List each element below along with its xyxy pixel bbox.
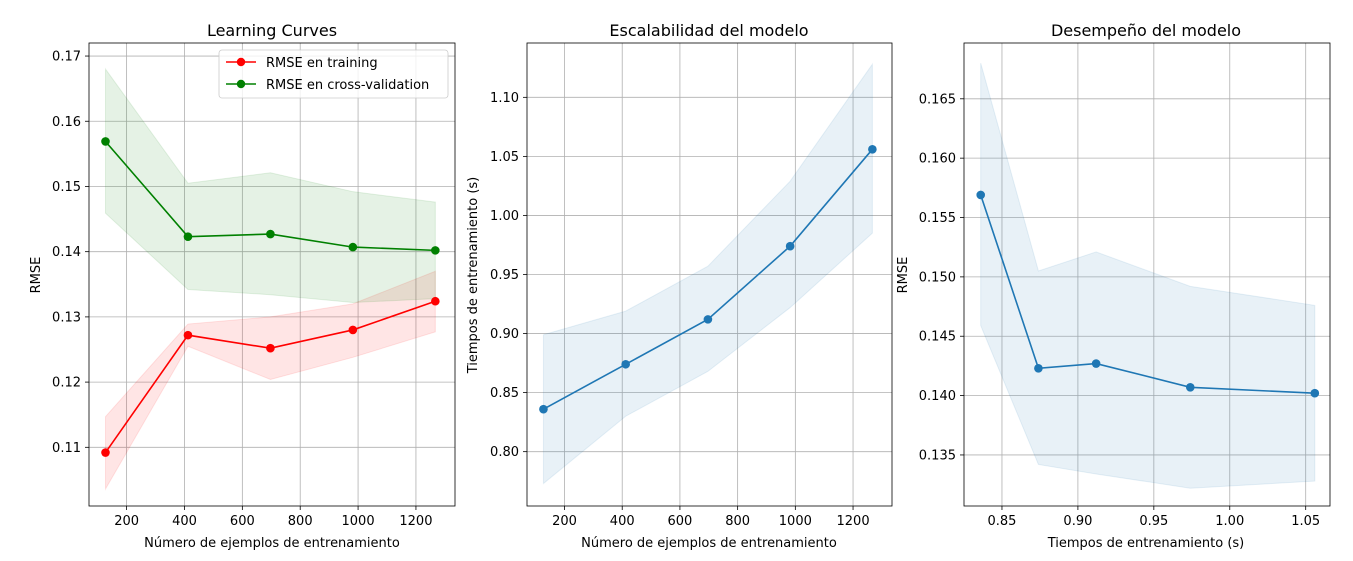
legend-label-cross-validation: RMSE en cross-validation: [266, 78, 429, 93]
x-tick-label: 400: [172, 514, 197, 529]
y-ticks: 0.80 0.85 0.90 0.95 1.00 1.05 1.10: [490, 91, 527, 460]
y-tick-label: 0.90: [490, 327, 519, 342]
legend-label-training: RMSE en training: [266, 56, 378, 71]
y-tick-label: 0.160: [919, 152, 956, 167]
y-tick-label: 0.13: [52, 310, 81, 325]
x-tick-label: 0.95: [1139, 514, 1168, 529]
x-tick-label: 400: [610, 514, 635, 529]
legend-box: [218, 49, 449, 99]
x-axis-label: Número de ejemplos de entrenamiento: [144, 536, 400, 551]
data-point: [976, 190, 986, 200]
y-tick-label: 0.12: [52, 376, 81, 391]
y-axis-label: RMSE: [896, 257, 911, 294]
chart-title: Desempeño del modelo: [1051, 21, 1241, 40]
scalability-panel: Escalabilidad del modelo 200 400 600 800 100…: [466, 21, 893, 551]
data-point: [266, 343, 275, 353]
y-tick-label: 0.85: [490, 386, 519, 401]
y-tick-label: 0.140: [919, 389, 956, 404]
x-tick-label: 600: [230, 514, 255, 529]
data-point: [1310, 388, 1320, 398]
y-tick-label: 0.135: [919, 448, 956, 463]
legend-entry-cross-validation: RMSE en cross-validation: [226, 78, 429, 93]
bands: [980, 63, 1316, 489]
data-point: [266, 229, 275, 239]
data-point: [101, 137, 110, 146]
y-tick-label: 0.80: [490, 445, 519, 460]
x-axis-label: Tiempos de entrenamiento (s): [1047, 536, 1245, 551]
lines: [539, 145, 877, 414]
plot-frame: [963, 42, 1331, 507]
lines: [976, 190, 1320, 398]
legend-marker-training: [236, 57, 246, 67]
y-tick-label: 0.95: [490, 268, 519, 283]
grid: [964, 43, 1330, 506]
x-tick-label: 0.85: [987, 514, 1016, 529]
x-tick-label: 0.90: [1063, 514, 1092, 529]
data-point: [785, 241, 795, 251]
y-tick-label: 1.00: [490, 209, 519, 224]
plot-frame: [526, 42, 893, 507]
performance-panel: Desempeño del modelo 0.85 0.90 0.95 1.00 1.0…: [896, 21, 1331, 551]
data-point: [868, 145, 877, 154]
y-tick-label: 1.10: [490, 91, 519, 106]
y-ticks: 0.11 0.12 0.13 0.14 0.15 0.16 0.17: [52, 50, 89, 456]
chart-title: Learning Curves: [207, 21, 337, 40]
learning-curves-panel: Learning Curves 200 400 600 800 1000 1200 0.1…: [29, 21, 456, 551]
data-point: [431, 246, 440, 255]
y-axis-label: Tiempos de entrenamiento (s): [466, 177, 481, 375]
data-point: [621, 359, 630, 369]
chart-title: Escalabilidad del modelo: [609, 21, 808, 40]
y-tick-label: 0.11: [52, 441, 81, 456]
y-tick-label: 0.155: [919, 211, 956, 226]
legend-entry-training: RMSE en training: [226, 56, 378, 71]
data-point: [1034, 363, 1043, 373]
x-tick-label: 1200: [399, 514, 432, 529]
confidence-band: [542, 62, 873, 485]
x-tick-label: 800: [288, 514, 313, 529]
data-point: [183, 330, 193, 340]
y-tick-label: 0.14: [52, 245, 81, 260]
y-tick-label: 0.16: [52, 115, 81, 130]
legend-marker-cross-validation: [236, 79, 246, 89]
confidence-band: [980, 63, 1316, 489]
x-tick-label: 1200: [837, 514, 870, 529]
data-point: [348, 242, 358, 252]
y-tick-label: 1.05: [490, 150, 519, 165]
y-tick-label: 0.165: [919, 92, 956, 107]
x-axis-label: Número de ejemplos de entrenamiento: [581, 536, 837, 551]
y-tick-label: 0.150: [919, 270, 956, 285]
y-tick-label: 0.145: [919, 330, 956, 345]
y-axis-label: RMSE: [29, 257, 44, 294]
lines: [101, 137, 440, 457]
grid: [527, 43, 892, 506]
bands: [542, 62, 873, 485]
x-tick-label: 800: [725, 514, 750, 529]
x-tick-label: 1.00: [1215, 514, 1244, 529]
x-tick-label: 200: [114, 514, 139, 529]
x-ticks: 200 400 600 800 1000 1200: [114, 506, 432, 529]
x-tick-label: 600: [668, 514, 693, 529]
x-ticks: 200 400 600 800 1000 1200: [552, 506, 870, 529]
data-point: [183, 232, 193, 241]
x-tick-label: 1.05: [1291, 514, 1320, 529]
data-point: [101, 448, 110, 457]
y-ticks: 0.135 0.140 0.145 0.150 0.155 0.160 0.165: [919, 92, 964, 463]
x-tick-label: 200: [552, 514, 577, 529]
data-point: [1185, 382, 1195, 392]
data-point: [1091, 359, 1101, 368]
x-ticks: 0.85 0.90 0.95 1.00 1.05: [987, 506, 1320, 529]
y-tick-label: 0.17: [52, 50, 81, 65]
x-tick-label: 1000: [779, 514, 812, 529]
x-tick-label: 1000: [342, 514, 375, 529]
data-point: [539, 404, 548, 414]
legend: RMSE en training RMSE en cross-validatio…: [218, 49, 449, 99]
y-tick-label: 0.15: [52, 180, 81, 195]
data-point: [348, 325, 358, 335]
plot-frame: [88, 42, 456, 507]
data-point: [431, 296, 440, 306]
data-point: [703, 315, 713, 324]
